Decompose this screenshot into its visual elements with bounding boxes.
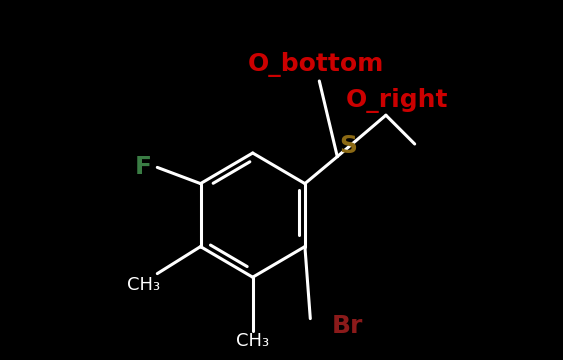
Text: F: F	[135, 156, 151, 179]
Text: CH₃: CH₃	[127, 276, 160, 294]
Text: O_right: O_right	[346, 88, 448, 113]
Text: CH₃: CH₃	[236, 332, 269, 350]
Text: Br: Br	[332, 314, 363, 338]
Text: S: S	[339, 134, 357, 158]
Text: O_bottom: O_bottom	[248, 52, 384, 77]
